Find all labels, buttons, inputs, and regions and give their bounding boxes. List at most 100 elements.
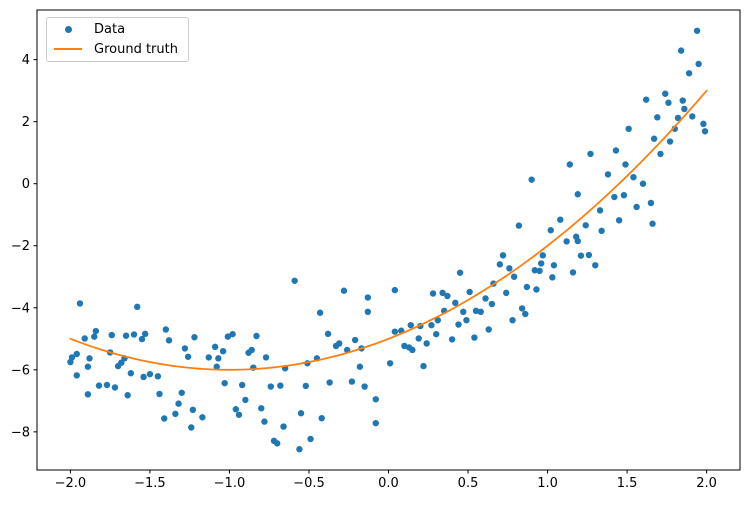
x-tick-label: 1.5 (617, 476, 638, 491)
scatter-point (650, 135, 658, 142)
scatter-point (340, 287, 348, 294)
scatter-point (649, 220, 656, 227)
scatter-point (156, 390, 163, 398)
scatter-point (550, 262, 558, 269)
scatter-point (324, 330, 332, 338)
legend-label-ground-truth: Ground truth (94, 41, 178, 57)
scatter-point (189, 406, 197, 414)
scatter-point (471, 334, 478, 341)
scatter-point (596, 207, 604, 214)
scatter-point (318, 414, 325, 422)
scatter-point (232, 406, 240, 413)
y-tick-label: 0 (22, 177, 30, 192)
scatter-point (488, 300, 496, 308)
scatter-point (510, 273, 518, 280)
scatter-point (674, 114, 682, 122)
x-tick-label: 2.0 (696, 476, 717, 491)
scatter-point (539, 252, 546, 259)
y-tick-label: 4 (22, 53, 30, 68)
scatter-point (175, 400, 182, 407)
scatter-point (466, 288, 473, 296)
scatter-point (444, 292, 451, 300)
scatter-point (685, 70, 693, 77)
scatter-point (184, 353, 192, 360)
scatter-point (700, 120, 707, 128)
scatter-point (238, 381, 246, 389)
scatter-point (557, 216, 564, 223)
scatter-point (134, 303, 141, 311)
scatter-point (531, 267, 539, 274)
scatter-point (415, 335, 422, 342)
scatter-point (127, 370, 135, 377)
scatter-point (496, 261, 504, 268)
scatter-point (448, 336, 456, 343)
scatter-point (229, 330, 236, 338)
scatter-point (701, 128, 709, 135)
scatter-point (693, 27, 701, 34)
scatter-point (563, 238, 570, 245)
scatter-point (620, 191, 628, 199)
scatter-point (81, 335, 88, 342)
scatter-point (611, 193, 618, 201)
scatter-point (361, 383, 368, 390)
scatter-point (515, 222, 523, 229)
scatter-point (261, 418, 268, 425)
scatter-point (122, 332, 130, 339)
scatter-point (657, 150, 664, 158)
scatter-point (536, 267, 543, 275)
scatter-point (499, 252, 507, 259)
scatter-point (463, 316, 470, 324)
scatter-point (407, 321, 414, 329)
x-tick-label: 1.0 (537, 476, 558, 491)
scatter-point (528, 176, 535, 183)
scatter-point (482, 295, 489, 302)
scatter-point (242, 396, 249, 404)
scatter-point (372, 419, 379, 427)
scatter-point (224, 333, 232, 340)
scatter-point (356, 363, 364, 370)
scatter-point (434, 316, 442, 324)
scatter-point (73, 372, 80, 379)
scatter-point (409, 346, 416, 354)
legend-handle (54, 48, 82, 51)
scatter-point (662, 90, 669, 97)
scatter-point (213, 363, 220, 370)
scatter-point (428, 321, 435, 329)
scatter-point (523, 283, 531, 291)
scatter-point (585, 251, 593, 259)
legend-item-data: Data (47, 20, 188, 39)
scatter-point (297, 410, 305, 417)
legend-label-data: Data (94, 22, 126, 38)
scatter-point (76, 300, 84, 307)
scatter-point (91, 333, 98, 340)
y-tick-label: −6 (11, 363, 30, 378)
x-tick-label: 0.0 (378, 476, 399, 491)
scatter-point (219, 348, 227, 355)
scatter-point (95, 382, 103, 389)
scatter-point (681, 105, 688, 113)
scatter-point (582, 222, 589, 229)
scatter-point (162, 326, 170, 333)
scatter-point (533, 286, 540, 293)
scatter-point (472, 307, 480, 315)
scatter-point (502, 289, 510, 297)
scatter-point (138, 335, 146, 343)
scatter-point (372, 396, 379, 403)
scatter-point (477, 308, 484, 316)
scatter-point (326, 379, 333, 386)
scatter-point (124, 392, 131, 399)
scatter-point (386, 360, 394, 367)
scatter-point (574, 191, 581, 198)
scatter-point (455, 321, 462, 328)
scatter-point (642, 96, 650, 103)
scatter-point (587, 150, 594, 158)
scatter-point (509, 316, 516, 324)
legend-item-ground-truth: Ground truth (47, 40, 188, 59)
scatter-point (695, 60, 702, 68)
scatter-point (262, 354, 270, 361)
data-marker-icon (64, 26, 72, 34)
scatter-point (280, 423, 287, 430)
scatter-point (666, 138, 674, 145)
scatter-point (205, 354, 212, 361)
